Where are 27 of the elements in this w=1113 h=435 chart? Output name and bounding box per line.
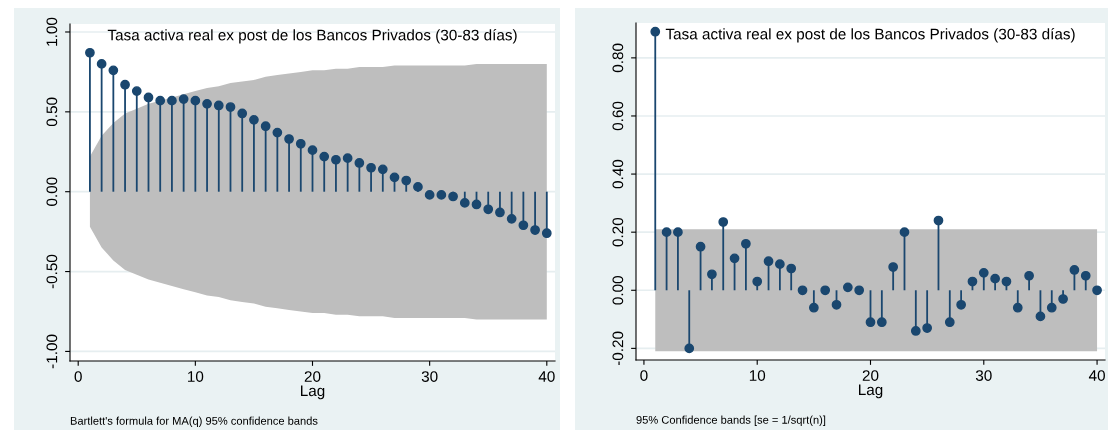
x-tick-label: 10 — [749, 370, 766, 381]
text: Bartlett's formula for MA(q) 95% confidence bands — [70, 416, 318, 427]
y-tick-label: 1.00 — [46, 17, 58, 46]
chart-title: Tasa activa real ex post de los Bancos Privados (30-83 días) — [665, 28, 1075, 43]
x-tick-label: 10 — [188, 371, 204, 382]
x-tick-label: 40 — [1088, 370, 1105, 381]
text: 95% Confidence bands [se = 1/sqrt(n)] — [636, 415, 826, 426]
x-tick-label: 0 — [74, 371, 82, 382]
y-tick-label: 0.00 — [612, 276, 624, 305]
x-axis-title: Lag — [301, 385, 325, 400]
y-tick-label: 0.50 — [46, 97, 58, 127]
x-axis-title: Lag — [859, 384, 883, 399]
y-tick-label: -0.50 — [46, 254, 58, 289]
x-tick-label: 30 — [975, 370, 992, 381]
y-tick-label: -1.00 — [46, 334, 58, 369]
x-tick-label: 30 — [421, 371, 438, 382]
y-tick-label: -0.20 — [612, 331, 624, 366]
x-tick-label: 20 — [862, 370, 879, 381]
y-tick-label: 0.40 — [612, 159, 624, 189]
y-tick-label: 0.00 — [46, 177, 58, 206]
x-tick-label: 40 — [538, 371, 555, 382]
chart-title: Tasa activa real ex post de los Bancos Privados (30-83 días) — [107, 29, 517, 44]
x-tick-label: 0 — [640, 370, 648, 381]
y-tick-label: 0.80 — [612, 43, 624, 73]
y-tick-label: 0.20 — [612, 217, 624, 247]
x-tick-label: 20 — [304, 371, 321, 382]
y-tick-label: 0.60 — [612, 101, 624, 131]
